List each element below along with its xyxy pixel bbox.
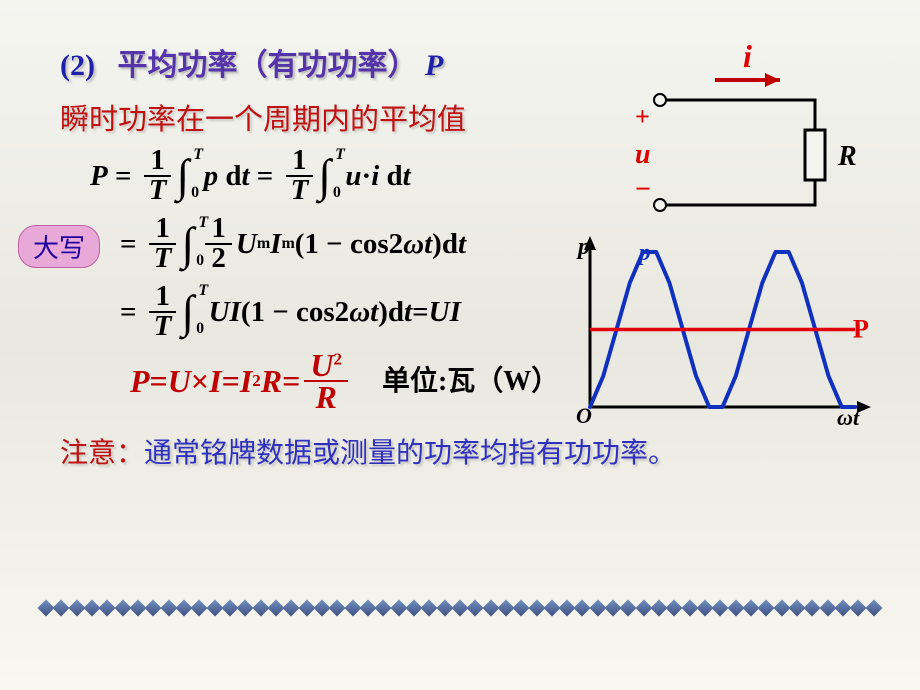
svg-text:t: t [853,405,860,427]
note-label: 注意： [60,438,144,469]
frac-1T-d: 1 T [148,283,178,340]
svg-text:ω: ω [837,405,853,427]
note-line: 注意：通常铭牌数据或测量的功率均指有功功率。 [60,431,860,471]
red-P: P [130,361,150,401]
frac-1T-b: 1 T [285,147,315,204]
circuit-svg: i + u − R [605,45,865,230]
frac-1T-a: 1 T [143,147,173,204]
svg-text:i: i [743,45,752,74]
circuit-diagram: i + u − R [605,45,865,230]
frac-U2R: U2 R [304,350,348,413]
decorative-divider [40,602,880,618]
integral-3: ∫T0 [182,215,195,273]
capital-badge: 大写 [18,225,100,268]
power-graph: p p P Oωt [565,232,875,427]
svg-text:−: − [635,174,651,205]
title-text: 平均功率（有功功率） [117,49,417,82]
note-body: 通常铭牌数据或测量的功率均指有功功率。 [144,438,676,469]
var-u: u [345,158,361,194]
svg-text:p: p [637,240,651,266]
integral-4: ∫T0 [182,283,195,341]
svg-text:O: O [576,403,592,427]
integral-2: ∫T0 [318,147,331,205]
graph-svg: p p P Oωt [565,232,875,427]
integral-1: ∫T0 [176,147,189,205]
svg-text:+: + [635,102,650,131]
var-p: p [204,158,219,194]
svg-text:u: u [635,139,651,170]
title-symbol: P [425,49,443,82]
unit-label: 单位:瓦（W） [382,364,559,399]
svg-text:P: P [853,315,869,344]
frac-1T-c: 1 T [148,215,178,272]
var-i: i [371,158,379,194]
frac-half: 1 2 [205,215,232,272]
var-P: P [90,158,108,194]
svg-text:p: p [576,234,590,260]
section-number: (2) [60,49,95,82]
svg-text:R: R [837,141,857,172]
